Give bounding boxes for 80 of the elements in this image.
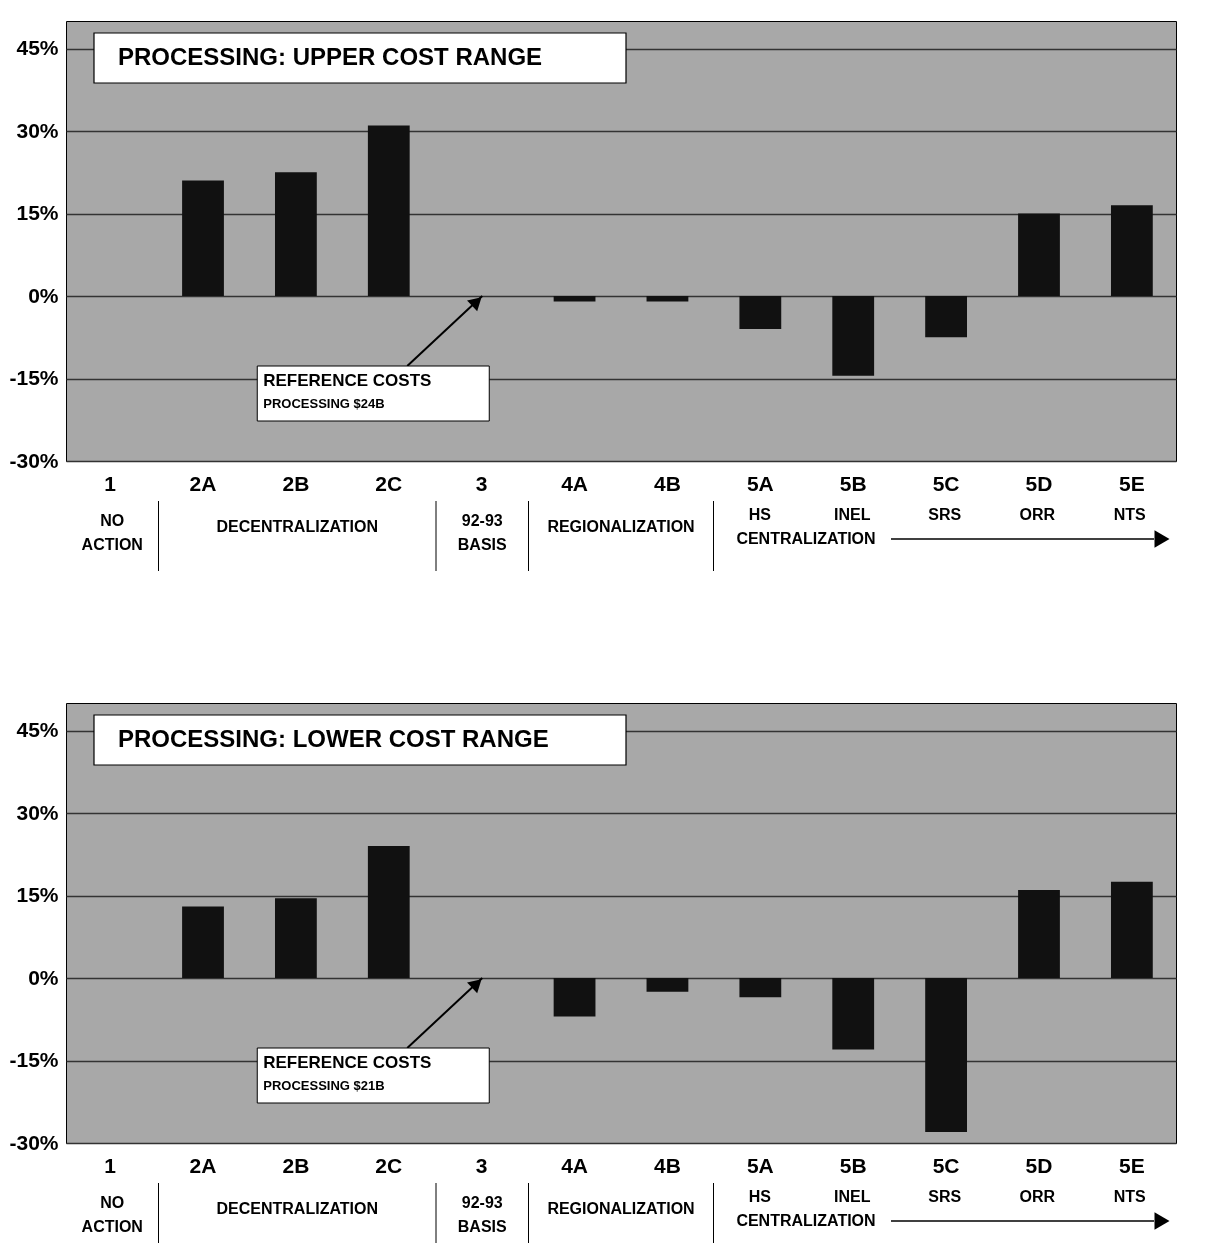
y-tick-label: 30% — [16, 800, 59, 824]
x-tick-label: 5E — [1119, 471, 1145, 495]
text: REGIONALIZATION — [547, 1200, 695, 1217]
x-tick-label: 5D — [1025, 471, 1053, 495]
y-tick-label: -15% — [9, 1048, 59, 1071]
y-tick-label: 30% — [16, 118, 59, 142]
text: PROCESSING: LOWER COST RANGE — [118, 725, 549, 752]
bar — [832, 978, 875, 1050]
x-tick-label: 5A — [746, 1153, 774, 1177]
x-tick-label: 5D — [1025, 1153, 1053, 1177]
text: SRS — [928, 506, 962, 523]
x-tick-label: 2B — [282, 471, 310, 495]
text: INEL — [834, 1188, 871, 1205]
y-tick-label: 0% — [28, 965, 59, 989]
text: HS — [748, 506, 772, 523]
y-tick-label: 15% — [16, 883, 59, 906]
y-tick-label: 45% — [16, 718, 59, 741]
x-tick-label: 5C — [932, 471, 960, 495]
text: ORR — [1019, 506, 1056, 523]
bar — [182, 906, 224, 978]
x-tick-label: 5A — [746, 471, 774, 495]
x-tick-label: 4A — [561, 1153, 588, 1177]
x-tick-label: 5B — [839, 1153, 867, 1177]
text: NTS — [1113, 1188, 1147, 1205]
bar — [275, 898, 317, 978]
text: NTS — [1113, 506, 1147, 523]
bar — [646, 296, 689, 302]
bar — [832, 296, 875, 376]
bar — [553, 978, 596, 1017]
bar — [553, 296, 596, 302]
x-tick-label: 4A — [561, 471, 588, 495]
text: DECENTRALIZATION — [216, 518, 378, 535]
x-tick-label: 4B — [654, 471, 681, 495]
x-tick-label: 3 — [475, 1153, 488, 1177]
bar — [1110, 881, 1153, 978]
text: CENTRALIZATION — [736, 1212, 876, 1229]
text: NO ACTION — [81, 1194, 143, 1235]
y-tick-label: -15% — [9, 366, 59, 389]
text: NO ACTION — [81, 512, 143, 553]
x-tick-label: 2C — [375, 1153, 403, 1177]
text: REGIONALIZATION — [547, 518, 695, 535]
y-tick-label: -30% — [9, 1130, 59, 1154]
text: INEL — [834, 506, 871, 523]
text: DECENTRALIZATION — [216, 1200, 378, 1217]
text: CENTRALIZATION — [736, 530, 876, 547]
x-tick-label: 5C — [932, 1153, 960, 1177]
x-tick-label: 2B — [282, 1153, 310, 1177]
bar — [367, 125, 410, 296]
annotation: REFERENCE COSTS PROCESSING $24B — [263, 371, 432, 411]
y-tick-label: -30% — [9, 448, 59, 472]
bar — [367, 846, 410, 978]
annotation: REFERENCE COSTS PROCESSING $21B — [263, 1053, 432, 1093]
text: SRS — [928, 1188, 962, 1205]
x-tick-label: 2A — [189, 471, 217, 495]
bar — [1018, 890, 1060, 978]
bar — [739, 978, 782, 998]
text: 92-93 BASIS — [457, 512, 508, 553]
bar — [925, 296, 967, 338]
text: HS — [748, 1188, 772, 1205]
y-tick-label: 45% — [16, 36, 59, 59]
text: PROCESSING: UPPER COST RANGE — [118, 43, 543, 70]
bar — [1110, 205, 1153, 296]
bar — [739, 296, 782, 329]
x-tick-label: 2C — [375, 471, 403, 495]
bar — [275, 172, 317, 296]
bar — [182, 180, 224, 296]
x-tick-label: 1 — [104, 1153, 117, 1177]
bar — [1018, 213, 1060, 296]
x-tick-label: 2A — [189, 1153, 217, 1177]
x-tick-label: 4B — [654, 1153, 681, 1177]
text: ORR — [1019, 1188, 1056, 1205]
y-tick-label: 0% — [28, 283, 59, 307]
x-tick-label: 1 — [104, 471, 117, 495]
y-tick-label: 15% — [16, 201, 59, 224]
text: 92-93 BASIS — [457, 1194, 508, 1235]
x-tick-label: 3 — [475, 471, 488, 495]
bar — [646, 978, 689, 992]
bar — [925, 978, 967, 1132]
x-tick-label: 5B — [839, 471, 867, 495]
x-tick-label: 5E — [1119, 1153, 1145, 1177]
